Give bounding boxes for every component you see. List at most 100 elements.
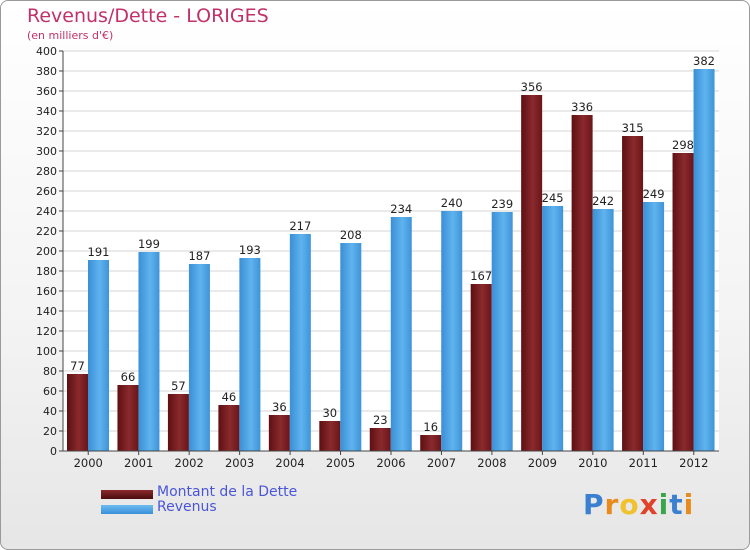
y-tick-label: 40: [43, 405, 57, 418]
y-tick-label: 340: [36, 105, 57, 118]
y-tick-label: 0: [50, 445, 57, 458]
data-label: 239: [491, 197, 513, 211]
chart-title: Revenus/Dette - LORIGES: [27, 5, 269, 27]
data-label: 199: [138, 237, 160, 251]
legend-label-revenus: Revenus: [157, 499, 217, 515]
logo-letter: o: [619, 488, 640, 521]
bar-dette: [67, 374, 88, 451]
x-tick-label: 2009: [528, 456, 557, 470]
x-tick-label: 2005: [326, 456, 355, 470]
bar-dette: [117, 385, 139, 451]
data-label: 187: [188, 249, 210, 263]
bar-dette: [622, 136, 644, 451]
x-tick-label: 2002: [175, 456, 204, 470]
y-tick-label: 380: [36, 65, 57, 78]
y-tick-label: 180: [36, 265, 57, 278]
y-tick-label: 160: [36, 285, 57, 298]
logo-letter: x: [639, 488, 659, 521]
y-tick-label: 320: [36, 125, 57, 138]
bar-revenus: [390, 217, 412, 451]
data-label: 30: [322, 406, 337, 420]
data-label: 193: [239, 243, 261, 257]
bar-revenus: [491, 212, 513, 451]
x-tick-label: 2003: [225, 456, 254, 470]
data-label: 208: [340, 228, 362, 242]
y-tick-label: 200: [36, 245, 57, 258]
bar-revenus: [88, 260, 109, 451]
bar-dette: [470, 284, 492, 451]
bar-dette: [167, 394, 189, 451]
data-label: 240: [441, 196, 463, 210]
bar-revenus: [188, 264, 210, 451]
x-tick-label: 2012: [679, 456, 708, 470]
data-label: 16: [423, 420, 438, 434]
bar-dette: [521, 95, 543, 451]
x-tick-label: 2008: [477, 456, 506, 470]
bar-dette: [571, 115, 593, 451]
bar-revenus: [340, 243, 362, 451]
x-tick-label: 2006: [376, 456, 405, 470]
proxiti-logo: Proxiti: [583, 488, 694, 521]
data-label: 249: [643, 187, 665, 201]
bar-revenus: [441, 211, 463, 451]
y-tick-label: 80: [43, 365, 57, 378]
legend-swatch-dette: [101, 490, 153, 499]
data-label: 191: [88, 245, 110, 259]
data-label: 242: [592, 194, 614, 208]
bars: [67, 69, 715, 451]
bar-revenus: [239, 258, 261, 451]
data-label: 356: [521, 80, 543, 94]
chart-subtitle: (en milliers d'€): [27, 29, 114, 42]
bar-revenus: [542, 206, 564, 451]
y-tick-label: 220: [36, 225, 57, 238]
data-label: 77: [70, 359, 85, 373]
bar-dette: [218, 405, 240, 451]
y-tick-label: 400: [36, 45, 57, 58]
data-label: 217: [289, 219, 311, 233]
x-tick-label: 2000: [74, 456, 103, 470]
y-tick-label: 100: [36, 345, 57, 358]
data-label: 46: [222, 390, 237, 404]
x-tick-label: 2010: [578, 456, 607, 470]
x-tick-label: 2011: [629, 456, 658, 470]
data-label: 315: [622, 121, 644, 135]
data-label: 245: [542, 191, 564, 205]
legend-label-dette: Montant de la Dette: [157, 484, 298, 500]
bar-revenus: [592, 209, 614, 451]
data-label: 66: [121, 370, 136, 384]
bar-revenus: [693, 69, 715, 451]
y-tick-label: 360: [36, 85, 57, 98]
x-tick-label: 2007: [427, 456, 456, 470]
x-tick-label: 2004: [275, 456, 304, 470]
bar-revenus: [289, 234, 311, 451]
data-label: 234: [390, 202, 412, 216]
data-label: 167: [470, 269, 492, 283]
y-tick-label: 140: [36, 305, 57, 318]
logo-letter: t: [669, 488, 684, 521]
data-label: 298: [672, 138, 694, 152]
bar-revenus: [138, 252, 160, 451]
y-tick-label: 260: [36, 185, 57, 198]
bar-dette: [672, 153, 694, 451]
data-label: 23: [373, 413, 388, 427]
logo-letter: i: [658, 488, 670, 521]
bar-dette: [268, 415, 290, 451]
y-tick-label: 20: [43, 425, 57, 438]
bar-dette: [319, 421, 341, 451]
legend-swatch-revenus: [101, 505, 153, 514]
y-tick-label: 240: [36, 205, 57, 218]
y-tick-label: 120: [36, 325, 57, 338]
y-tick-label: 300: [36, 145, 57, 158]
axes: 0 20 40 60 80 100 120 140 160 180 200 220 240 260 280 3…: [36, 45, 719, 470]
data-labels: 77 191 66 199 57 187 46 193 36 217 30 208 23 234 16 240…: [70, 54, 715, 434]
x-tick-label: 2001: [124, 456, 153, 470]
y-tick-label: 280: [36, 165, 57, 178]
data-label: 36: [272, 400, 287, 414]
logo-letter: i: [683, 488, 695, 521]
data-label: 382: [693, 54, 715, 68]
y-tick-label: 60: [43, 385, 57, 398]
data-label: 336: [571, 100, 593, 114]
logo-letter: P: [583, 488, 605, 521]
